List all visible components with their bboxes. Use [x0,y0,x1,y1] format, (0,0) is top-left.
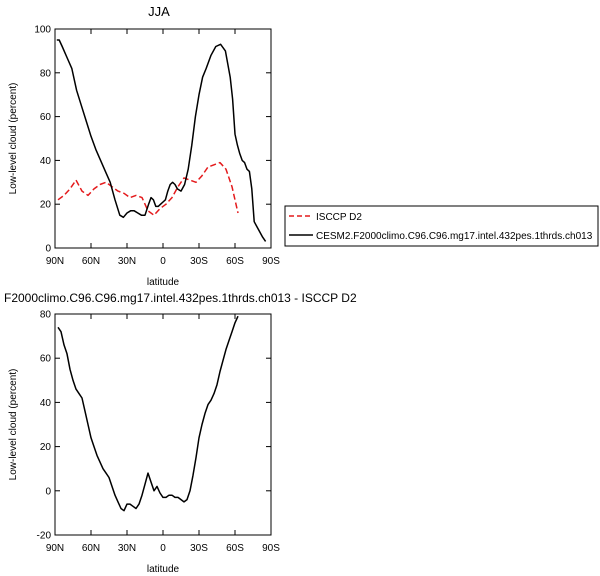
bottom-y-tick-label: -20 [37,531,52,542]
bottom-x-tick-label: 90N [46,543,64,554]
top-x-tick-label: 30S [190,256,208,267]
top-series-line-2 [56,39,267,242]
top-chart-title: JJA [148,4,170,19]
bottom-x-tick-label: 0 [160,543,166,554]
top-y-axis: 0 20 40 60 80 100 [34,25,271,255]
top-y-tick-label: 80 [40,68,52,79]
bottom-x-tick-label: 60S [226,543,244,554]
legend-box [284,205,599,247]
bottom-x-tick-label: 90S [262,543,280,554]
top-x-tick-label: 60S [226,256,244,267]
bottom-y-tick-label: 20 [40,442,52,453]
top-y-axis-label: Low-level cloud (percent) [8,83,19,195]
top-y-tick-label: 60 [40,112,52,123]
bottom-y-tick-label: 60 [40,354,52,365]
bottom-series-line-1 [57,315,239,512]
bottom-series-lines [57,315,239,512]
top-x-axis: 90N 60N 30N 0 30S 60S 90S [46,29,280,267]
top-plot-frame [54,28,272,249]
top-x-tick-label: 90S [262,256,280,267]
top-x-tick-label: 60N [82,256,100,267]
bottom-y-tick-label: 40 [40,398,52,409]
top-panel: JJA 0 20 40 60 80 100 90N 60N 30N 0 30S 60S 90S lat… [8,4,280,288]
top-y-tick-label: 20 [40,200,52,211]
bottom-chart-title: F2000climo.C96.C96.mg17.intel.432pes.1th… [4,291,357,305]
top-x-tick-label: 0 [160,256,166,267]
top-y-tick-label: 0 [45,244,51,255]
bottom-y-tick-label: 80 [40,310,52,321]
legend-label-cesm2: CESM2.F2000climo.C96.C96.mg17.intel.432p… [316,231,593,242]
bottom-y-axis: -20 0 20 40 60 80 [37,310,271,542]
top-series-line-1 [57,161,239,216]
top-x-tick-label: 30N [118,256,136,267]
top-series-lines [56,39,267,242]
bottom-x-tick-label: 30N [118,543,136,554]
bottom-x-tick-label: 60N [82,543,100,554]
bottom-x-tick-label: 30S [190,543,208,554]
bottom-panel: F2000climo.C96.C96.mg17.intel.432pes.1th… [4,291,357,575]
bottom-x-axis-label: latitude [147,564,180,575]
legend-label-isccp: ISCCP D2 [316,212,362,223]
bottom-x-axis: 90N 60N 30N 0 30S 60S 90S [46,314,280,554]
top-y-tick-label: 40 [40,156,52,167]
legend: ISCCP D2 CESM2.F2000climo.C96.C96.mg17.i… [284,205,599,247]
top-x-tick-label: 90N [46,256,64,267]
top-y-tick-label: 100 [34,25,51,36]
top-x-axis-label: latitude [147,277,180,288]
bottom-y-tick-label: 0 [45,486,51,497]
bottom-y-axis-label: Low-level cloud (percent) [8,369,19,481]
